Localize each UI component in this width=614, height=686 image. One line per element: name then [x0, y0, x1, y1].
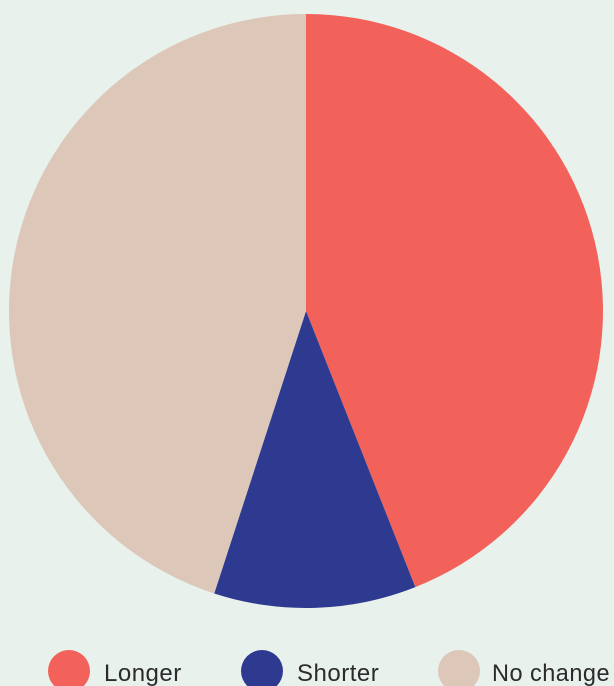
legend-entry-no-change: No change: [438, 650, 610, 686]
pie-slices: [9, 14, 603, 608]
legend-swatch-longer: [48, 650, 90, 686]
pie-slice-no-change: [9, 14, 307, 594]
pie-slice-shorter: [214, 311, 416, 608]
legend-entry-longer: Longer: [48, 650, 182, 686]
legend-swatch-shorter: [241, 650, 283, 686]
legend-entry-shorter: Shorter: [241, 650, 379, 686]
pie-slice-longer: [306, 14, 603, 588]
legend-swatch-no-change: [438, 650, 480, 686]
legend-label-longer: Longer: [104, 660, 182, 686]
legend-label-no-change: No change: [492, 660, 610, 686]
legend: Longer Shorter No change: [48, 650, 610, 686]
legend-label-shorter: Shorter: [297, 660, 379, 686]
